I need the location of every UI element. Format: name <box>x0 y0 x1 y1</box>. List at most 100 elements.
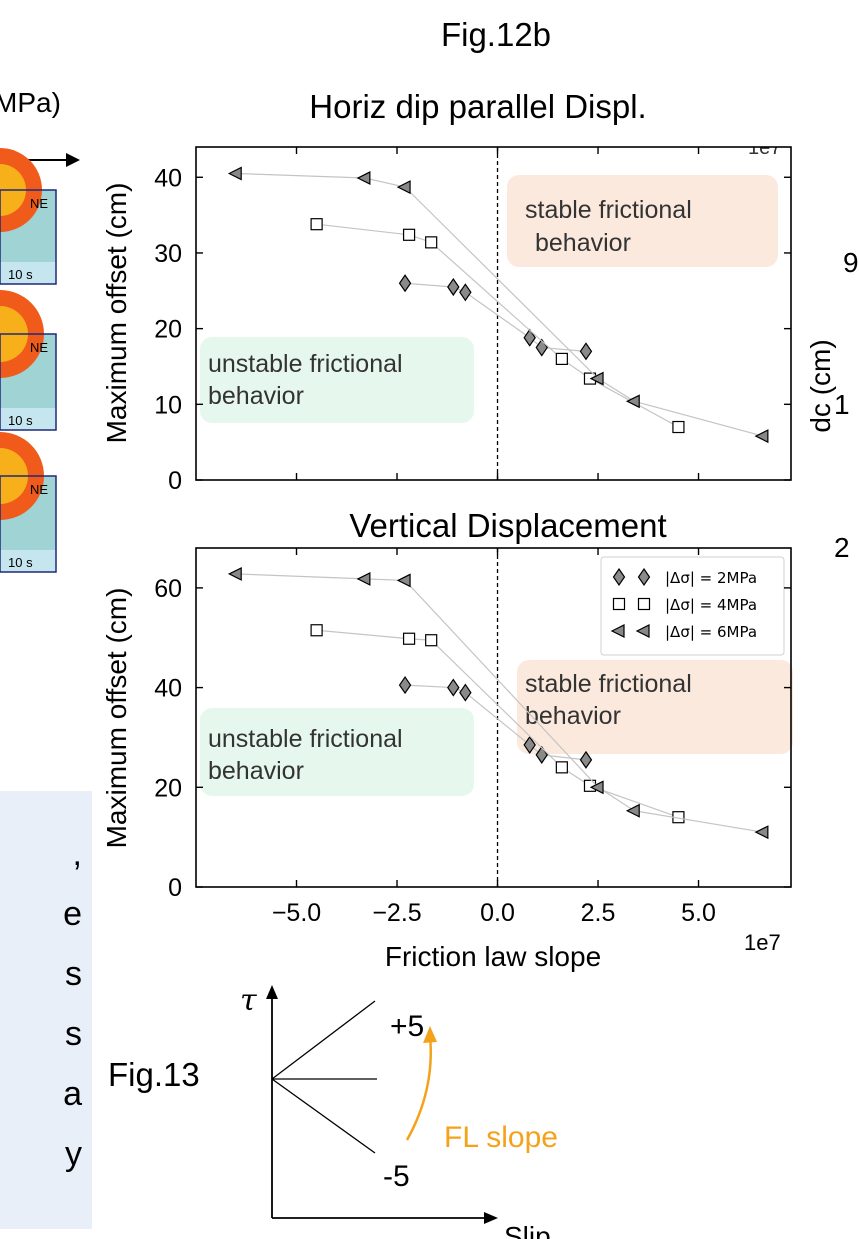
left-text-box <box>0 791 92 1229</box>
left-box-line-3: s <box>65 955 82 993</box>
top-ytick-label-0: 0 <box>168 467 182 495</box>
bottom-ytick-label-60: 60 <box>154 575 182 603</box>
top-series-3-point-4 <box>589 371 604 386</box>
top-plot-title-mask <box>740 137 800 147</box>
bottom-annotation-unstable <box>200 708 474 796</box>
fig13-x-arrowhead <box>484 1212 498 1224</box>
bottom-series-1-point-4 <box>523 735 536 754</box>
bottom-plot-offset-label: 1e7 <box>744 930 781 955</box>
top-series-1-point-5 <box>535 338 548 357</box>
bottom-xtick-label-4: 2.5 <box>581 899 616 927</box>
top-series-3-line <box>236 172 764 437</box>
right-number-3: 2 <box>834 532 850 563</box>
top-series-2-point-2 <box>402 228 416 241</box>
bottom-plot-legend: |Δσ| = 2MPa |Δσ| = 4MPa |Δσ| = 6MPa <box>600 556 785 656</box>
legend-marker-2a <box>612 597 626 611</box>
top-annotation-unstable-line-2: behavior <box>208 382 304 410</box>
left-top-label: MPa) <box>0 87 61 118</box>
bottom-series-3-point-4 <box>589 780 604 795</box>
bottom-ytick-label-0: 0 <box>168 874 182 902</box>
bottom-annotation-unstable-line-2: behavior <box>208 757 304 785</box>
fig13-diagram: Fig.13 τ Slip +5 -5 FL slope <box>108 983 558 1239</box>
fig13-y-arrowhead <box>266 985 278 999</box>
bottom-plot-title: Vertical Displacement <box>349 507 666 544</box>
bottom-series-2-point-1 <box>310 624 323 637</box>
bottom-plot-ylabel: Maximum offset (cm) <box>101 588 132 849</box>
bottom-ytick-label-40: 40 <box>154 675 182 703</box>
panel-2-time-label: 10 s <box>8 413 33 428</box>
top-series-2-point-6 <box>672 420 685 434</box>
fig13-line-plus5 <box>271 1000 376 1080</box>
bottom-ytick-label-20: 20 <box>154 774 182 802</box>
legend-label-3: |Δσ| = 6MPa <box>665 623 757 641</box>
bottom-xtick-label-1: −5.0 <box>272 899 321 927</box>
top-plot-ylabel: Maximum offset (cm) <box>101 183 132 444</box>
top-plot-frame <box>195 146 792 481</box>
top-annotation-stable-line-2: behavior <box>535 229 631 257</box>
legend-marker-1b <box>637 567 651 587</box>
bottom-series-1-point-1 <box>398 676 412 695</box>
left-box-text: , e s s a y <box>0 824 82 1184</box>
left-box-line-4: s <box>65 1015 82 1053</box>
top-series-2-point-3 <box>425 236 438 249</box>
fig13-curved-arrow <box>405 1035 432 1141</box>
left-panel-3: NE 10 s <box>0 432 57 573</box>
left-arrow-head <box>66 153 80 167</box>
top-series-2-point-4 <box>555 352 568 366</box>
right-axis-label: dc (cm) <box>805 339 836 432</box>
top-annotation-unstable-line-1: unstable frictional <box>208 350 403 378</box>
bottom-annotation-stable-line-1: stable frictional <box>525 670 692 698</box>
top-series-3-point-3 <box>396 180 411 195</box>
legend-marker-2b <box>637 597 651 611</box>
left-panel-1: NE 10 s <box>0 148 57 285</box>
fig13-curved-arrow-head <box>423 1026 437 1043</box>
bottom-series-3-line <box>236 573 763 833</box>
bottom-series-3-point-6 <box>754 825 769 840</box>
bottom-series-3-point-2 <box>356 571 371 586</box>
fig13-label-minus5: -5 <box>383 1160 410 1193</box>
legend-label-1: |Δσ| = 2MPa <box>665 569 757 587</box>
top-series-3-point-6 <box>754 429 769 444</box>
fig13-x-axis-label: Slip <box>504 1221 551 1239</box>
top-series-1-point-3 <box>459 283 472 302</box>
top-series-3-point-5 <box>625 394 640 409</box>
fig13-label-plus5: +5 <box>390 1010 424 1043</box>
bottom-series-2-point-4 <box>555 761 568 774</box>
top-plot: stable frictional behavior unstable fric… <box>101 146 792 495</box>
bottom-annotation-stable-line-2: behavior <box>525 702 621 730</box>
bottom-series-3-point-5 <box>625 803 640 818</box>
top-plot-title: Horiz dip parallel Displ. <box>309 88 646 125</box>
bottom-series-1-point-3 <box>459 683 472 702</box>
bottom-series-2-point-2 <box>402 632 416 645</box>
top-ytick-label-10: 10 <box>154 391 182 419</box>
top-ytick-label-20: 20 <box>154 316 182 344</box>
top-series-1-point-2 <box>447 277 460 297</box>
right-number-1: 9 <box>843 247 859 278</box>
bottom-xtick-label-2: −2.5 <box>372 899 421 927</box>
panel-2-corner-label: NE <box>30 340 48 355</box>
fig13-y-axis-label: τ <box>240 983 257 1018</box>
legend-marker-3b <box>635 624 650 638</box>
bottom-plot: stable frictional behavior unstable fric… <box>101 547 793 972</box>
legend-marker-3a <box>610 624 625 638</box>
fig13-line-minus5 <box>271 1078 376 1154</box>
left-box-line-5: a <box>63 1075 82 1113</box>
bottom-xtick-label-5: 5.0 <box>681 899 716 927</box>
top-series-1-point-6 <box>579 342 593 361</box>
top-ytick-label-40: 40 <box>154 164 182 192</box>
bottom-series-3-point-3 <box>396 573 411 588</box>
legend-label-2: |Δσ| = 4MPa <box>665 596 757 614</box>
right-number-2: 1 <box>834 389 850 420</box>
left-panel-2: NE 10 s <box>0 290 57 431</box>
bottom-annotation-stable <box>517 660 793 754</box>
fig13-arrow-label: FL slope <box>444 1121 558 1154</box>
bottom-series-3-point-1 <box>227 566 242 581</box>
bottom-plot-xlabel: Friction law slope <box>385 941 601 972</box>
bottom-annotation-unstable-line-1: unstable frictional <box>208 725 403 753</box>
top-series-3-point-2 <box>356 171 371 186</box>
fig13-title: Fig.13 <box>108 1056 200 1093</box>
top-series-3-point-1 <box>227 166 242 181</box>
bottom-plot-frame <box>195 547 792 888</box>
bottom-series-1-point-6 <box>579 750 593 769</box>
